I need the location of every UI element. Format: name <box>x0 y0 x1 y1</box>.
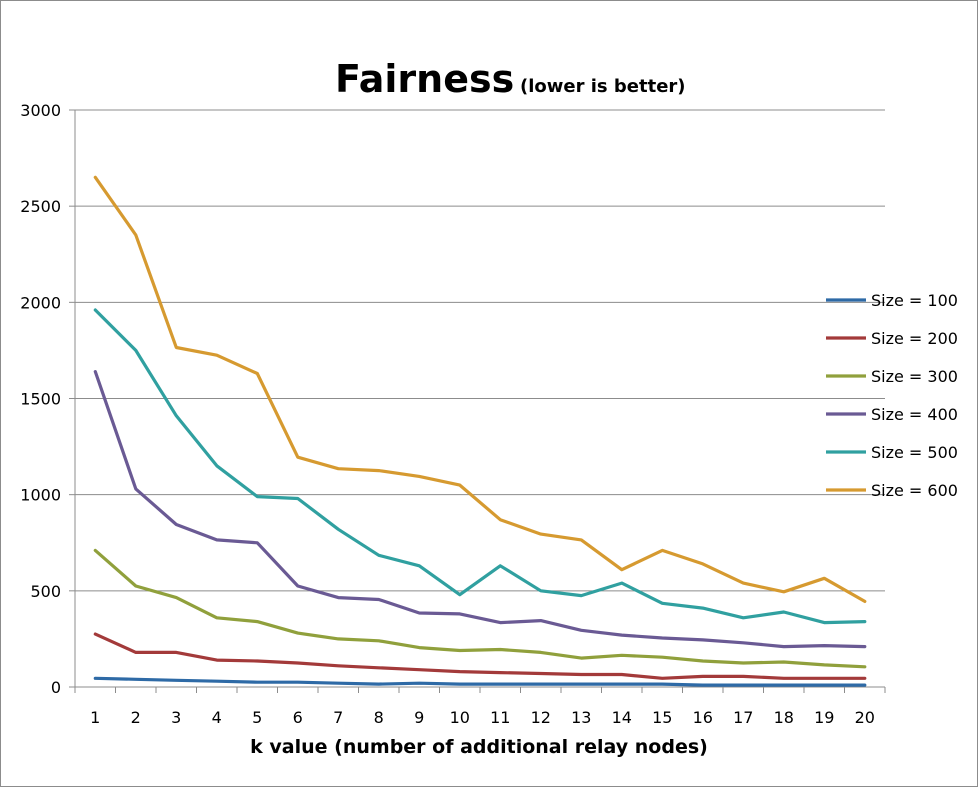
chart-title: Fairness <box>335 57 514 101</box>
x-tick-label: 15 <box>652 708 672 727</box>
series-line-4 <box>93 370 867 649</box>
x-axis-ticks: 1 2 3 4 5 6 7 8 9 10 11 12 13 14 15 16 17 18 19 20 <box>74 687 886 727</box>
x-tick-label: 12 <box>531 708 551 727</box>
x-axis-label: k value (number of additional relay node… <box>250 736 708 758</box>
y-axis-ticks: 0 500 1000 1500 2000 2500 3000 <box>20 101 75 697</box>
x-tick-label: 13 <box>571 708 591 727</box>
series-line-5 <box>93 308 867 625</box>
x-tick-label: 8 <box>374 708 384 727</box>
x-tick-label: 10 <box>450 708 470 727</box>
y-tick-label: 2000 <box>20 293 61 312</box>
x-tick-label: 4 <box>212 708 222 727</box>
y-tick-label: 500 <box>30 582 61 601</box>
y-tick-label: 0 <box>51 678 61 697</box>
y-tick-label: 1500 <box>20 390 61 409</box>
x-tick-label: 9 <box>414 708 424 727</box>
x-tick-label: 2 <box>131 708 141 727</box>
x-tick-label: 11 <box>490 708 510 727</box>
x-tick-label: 14 <box>612 708 632 727</box>
legend-label: Size = 600 <box>871 481 958 500</box>
chart-subtitle: (lower is better) <box>520 76 686 97</box>
legend-label: Size = 300 <box>871 367 958 386</box>
legend-label: Size = 500 <box>871 443 958 462</box>
y-tick-label: 3000 <box>20 101 61 120</box>
gridlines <box>75 109 885 592</box>
x-tick-label: 17 <box>733 708 753 727</box>
legend-label: Size = 200 <box>871 329 958 348</box>
x-tick-label: 5 <box>252 708 262 727</box>
series-line-1 <box>93 676 867 687</box>
x-tick-label: 19 <box>814 708 834 727</box>
series-line-6 <box>93 175 867 604</box>
legend-label: Size = 400 <box>871 405 958 424</box>
legend: Size = 100 Size = 200 Size = 300 Size = 400… <box>826 291 958 500</box>
x-tick-label: 1 <box>90 708 100 727</box>
x-tick-label: 20 <box>855 708 875 727</box>
series-line-3 <box>93 548 867 669</box>
y-tick-label: 1000 <box>20 486 61 505</box>
x-tick-label: 6 <box>293 708 303 727</box>
series-lines <box>93 175 867 687</box>
y-tick-label: 2500 <box>20 197 61 216</box>
legend-label: Size = 100 <box>871 291 958 310</box>
x-tick-label: 18 <box>774 708 794 727</box>
series-line-2 <box>93 632 867 680</box>
x-tick-label: 7 <box>333 708 343 727</box>
x-tick-label: 16 <box>693 708 713 727</box>
x-tick-label: 3 <box>171 708 181 727</box>
